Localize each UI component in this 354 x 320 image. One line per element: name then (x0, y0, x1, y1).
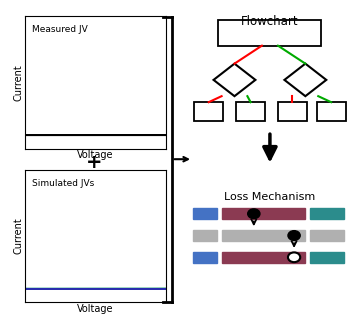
Bar (193, 230, 217, 241)
Circle shape (248, 209, 260, 219)
Text: Flowchart: Flowchart (241, 15, 299, 28)
Bar (218, 20, 321, 46)
X-axis label: Voltage: Voltage (77, 304, 114, 314)
Bar (236, 102, 265, 121)
Y-axis label: Current: Current (13, 64, 23, 101)
Bar (316, 102, 346, 121)
Bar (278, 102, 307, 121)
Bar (222, 252, 306, 263)
Bar (193, 252, 217, 263)
Bar (310, 252, 344, 263)
Circle shape (288, 231, 300, 240)
Bar (310, 208, 344, 219)
Bar (194, 102, 223, 121)
Y-axis label: Current: Current (13, 218, 23, 254)
Text: Simulated JVs: Simulated JVs (32, 179, 94, 188)
Text: Measured JV: Measured JV (32, 25, 87, 34)
Bar (310, 230, 344, 241)
Bar (222, 230, 306, 241)
Text: Loss Mechanism: Loss Mechanism (224, 192, 315, 202)
Text: +: + (86, 153, 102, 172)
X-axis label: Voltage: Voltage (77, 150, 114, 160)
Bar (193, 208, 217, 219)
Circle shape (288, 252, 300, 262)
Bar (222, 208, 306, 219)
